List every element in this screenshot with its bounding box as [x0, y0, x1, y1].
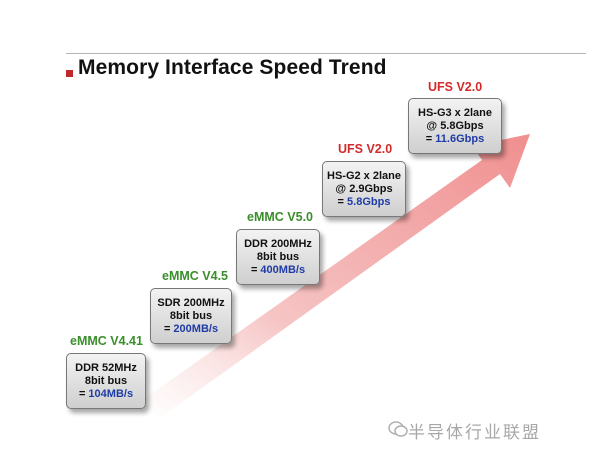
step-line1: HS-G3 x 2lane	[418, 106, 492, 119]
step-box-emmc-v441: DDR 52MHz 8bit bus = 104MB/s	[66, 353, 146, 409]
speed-prefix: =	[78, 387, 89, 400]
step-line2: 8bit bus	[84, 374, 128, 387]
step-label-emmc-v50: eMMC V5.0	[247, 210, 313, 224]
step-line1: HS-G2 x 2lane	[327, 169, 401, 182]
step-label-ufs-v20-g3: UFS V2.0	[428, 80, 483, 94]
step-label-emmc-v45: eMMC V4.5	[162, 269, 228, 283]
speed-prefix: =	[425, 132, 436, 145]
step-speed: 5.8Gbps	[347, 195, 391, 208]
step-line1: SDR 200MHz	[157, 296, 225, 309]
title-bullet	[66, 70, 73, 77]
step-line1: DDR 200MHz	[244, 237, 312, 250]
step-label-emmc-v441: eMMC V4.41	[70, 334, 143, 348]
watermark: 半导体行业联盟	[408, 423, 541, 442]
speed-prefix: =	[337, 195, 348, 208]
step-line2: @ 5.8Gbps	[426, 119, 484, 132]
step-line1: DDR 52MHz	[75, 361, 137, 374]
step-line2: @ 2.9Gbps	[335, 182, 393, 195]
step-speed: 11.6Gbps	[435, 132, 485, 145]
speed-prefix: =	[250, 263, 261, 276]
step-line2: 8bit bus	[256, 250, 300, 263]
step-box-emmc-v50: DDR 200MHz 8bit bus = 400MB/s	[236, 229, 320, 285]
speed-prefix: =	[163, 322, 174, 335]
step-line2: 8bit bus	[169, 309, 213, 322]
step-box-emmc-v45: SDR 200MHz 8bit bus = 200MB/s	[150, 288, 232, 344]
step-speed: 104MB/s	[88, 387, 134, 400]
wechat-icon	[388, 421, 408, 437]
step-speed: 200MB/s	[173, 322, 219, 335]
step-box-ufs-v20-g3: HS-G3 x 2lane @ 5.8Gbps = 11.6Gbps	[408, 98, 502, 154]
step-label-ufs-v20-g2: UFS V2.0	[338, 142, 393, 156]
title-rule	[66, 53, 586, 54]
step-speed: 400MB/s	[260, 263, 306, 276]
slide-title: Memory Interface Speed Trend	[78, 56, 387, 79]
step-box-ufs-v20-g2: HS-G2 x 2lane @ 2.9Gbps = 5.8Gbps	[322, 161, 406, 217]
